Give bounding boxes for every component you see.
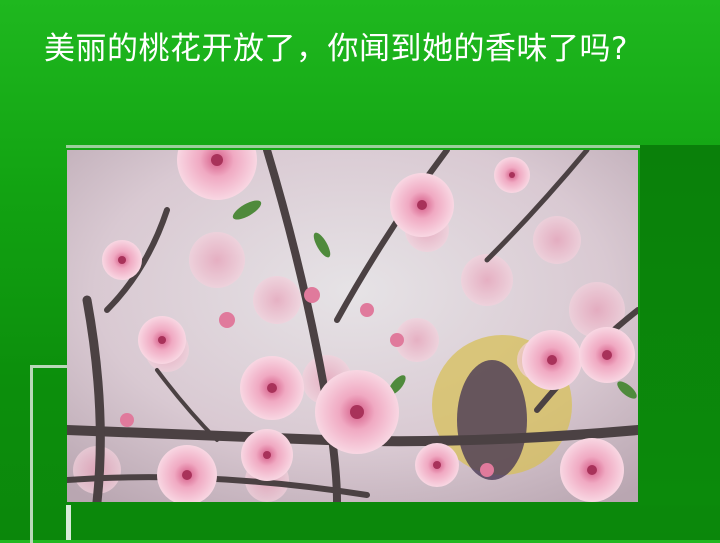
blossom-group: [102, 150, 635, 502]
slide-title: 美丽的桃花开放了，你闻到她的香味了吗?: [44, 31, 628, 67]
frame-line-left: [30, 365, 73, 543]
frame-accent: [66, 505, 71, 540]
frame-line-top: [66, 145, 640, 148]
blossom-illustration: [67, 150, 638, 502]
frame-panel-right: [640, 145, 720, 505]
peach-blossom-photo: [67, 150, 638, 502]
